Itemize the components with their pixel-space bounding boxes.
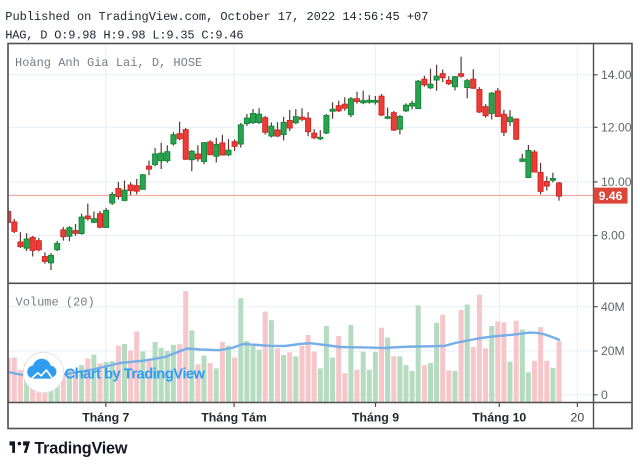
svg-text:14.00: 14.00 xyxy=(601,68,632,82)
svg-text:20: 20 xyxy=(571,411,585,425)
svg-text:Tháng 7: Tháng 7 xyxy=(82,411,129,425)
svg-text:HAG, D O:9.98 H:9.98 L:9.35 C:: HAG, D O:9.98 H:9.98 L:9.35 C:9.46 xyxy=(5,28,243,42)
svg-text:9.46: 9.46 xyxy=(599,189,623,203)
svg-text:Tháng 10: Tháng 10 xyxy=(472,411,526,425)
svg-text:12.00: 12.00 xyxy=(601,121,632,135)
svg-text:Tháng 9: Tháng 9 xyxy=(352,411,399,425)
svg-text:0: 0 xyxy=(601,388,608,402)
svg-text:Published on TradingView.com,: Published on TradingView.com, October 17… xyxy=(5,10,428,24)
svg-text:10.00: 10.00 xyxy=(601,175,632,189)
svg-text:Tháng Tám: Tháng Tám xyxy=(201,411,267,425)
svg-text:Volume (20): Volume (20) xyxy=(16,295,95,309)
svg-text:TradingView: TradingView xyxy=(34,440,127,458)
svg-text:Chart by TradingView: Chart by TradingView xyxy=(65,367,206,383)
svg-text:40M: 40M xyxy=(601,300,625,314)
svg-text:8.00: 8.00 xyxy=(601,229,625,243)
svg-text:Hoàng Anh Gia Lai, D, HOSE: Hoàng Anh Gia Lai, D, HOSE xyxy=(15,56,202,70)
svg-text:20M: 20M xyxy=(601,344,625,358)
